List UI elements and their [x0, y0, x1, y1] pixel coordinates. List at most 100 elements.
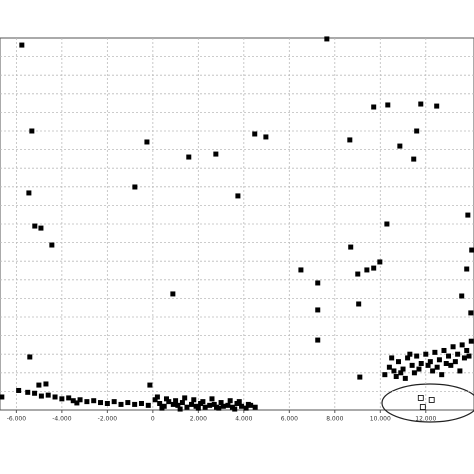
point	[225, 402, 231, 408]
point	[70, 398, 76, 404]
point	[355, 271, 361, 277]
point	[423, 351, 429, 357]
point	[452, 359, 458, 365]
point	[418, 101, 424, 107]
x-tick-label: 10.000	[370, 416, 391, 423]
point	[163, 396, 169, 402]
x-tick-label: 4.000	[235, 416, 252, 423]
point	[441, 347, 447, 353]
point	[459, 342, 465, 348]
point	[25, 389, 31, 395]
point	[385, 102, 391, 108]
point	[405, 355, 411, 361]
highlight-ellipse	[381, 383, 474, 423]
point	[348, 244, 354, 250]
x-tick-label: 2.000	[190, 416, 207, 423]
point	[468, 338, 474, 344]
point	[177, 406, 183, 412]
point	[19, 42, 25, 48]
point	[448, 362, 454, 368]
point	[144, 139, 150, 145]
point	[32, 223, 38, 229]
point	[26, 190, 32, 196]
point	[446, 353, 452, 359]
point	[391, 368, 397, 374]
point	[356, 301, 362, 307]
point	[443, 361, 449, 366]
point	[386, 364, 392, 370]
point	[0, 394, 5, 400]
point	[436, 357, 442, 363]
point	[243, 405, 249, 411]
point	[98, 400, 104, 406]
point	[389, 355, 395, 361]
point	[186, 154, 192, 160]
point	[315, 307, 321, 313]
point	[211, 401, 217, 407]
point	[252, 404, 258, 410]
point	[466, 353, 472, 359]
point	[407, 351, 413, 357]
point	[414, 128, 420, 134]
point	[202, 404, 208, 410]
point	[189, 401, 195, 407]
point	[16, 387, 22, 393]
x-tick-label: 0	[151, 416, 155, 423]
point	[457, 368, 463, 374]
point	[397, 143, 403, 149]
point	[207, 402, 213, 408]
point	[434, 103, 440, 109]
point	[173, 398, 179, 404]
point	[74, 400, 80, 406]
point	[393, 374, 399, 380]
point	[104, 400, 110, 406]
point	[175, 402, 181, 408]
point	[430, 368, 436, 374]
point	[414, 353, 420, 359]
point	[464, 266, 470, 272]
point	[170, 291, 176, 297]
point	[157, 400, 163, 406]
point	[409, 362, 415, 368]
point	[159, 405, 165, 411]
point	[402, 375, 408, 381]
point	[45, 392, 51, 398]
point	[111, 399, 117, 405]
point	[227, 398, 233, 404]
point	[43, 381, 49, 387]
point	[468, 310, 474, 316]
point	[191, 397, 197, 403]
point	[461, 355, 467, 361]
point	[371, 265, 377, 271]
x-tick-label: 8.000	[326, 416, 343, 423]
point	[371, 104, 377, 110]
point	[252, 131, 258, 137]
point	[432, 349, 438, 355]
point	[434, 364, 440, 370]
point	[32, 390, 38, 396]
point	[236, 399, 242, 405]
point	[427, 359, 433, 365]
point	[170, 401, 176, 407]
point	[315, 337, 321, 343]
point	[138, 400, 144, 406]
point	[428, 397, 435, 403]
point	[416, 366, 422, 372]
point	[417, 395, 424, 401]
point	[184, 404, 190, 410]
point	[77, 397, 83, 403]
x-tick-label: 12.000	[415, 416, 436, 423]
point	[84, 399, 90, 405]
point	[232, 406, 238, 412]
point	[263, 134, 269, 140]
point	[465, 212, 471, 218]
point	[118, 401, 124, 407]
point	[235, 193, 241, 199]
point	[464, 347, 470, 353]
point	[214, 404, 220, 410]
point	[179, 400, 185, 406]
point	[166, 399, 172, 405]
point	[411, 156, 417, 162]
